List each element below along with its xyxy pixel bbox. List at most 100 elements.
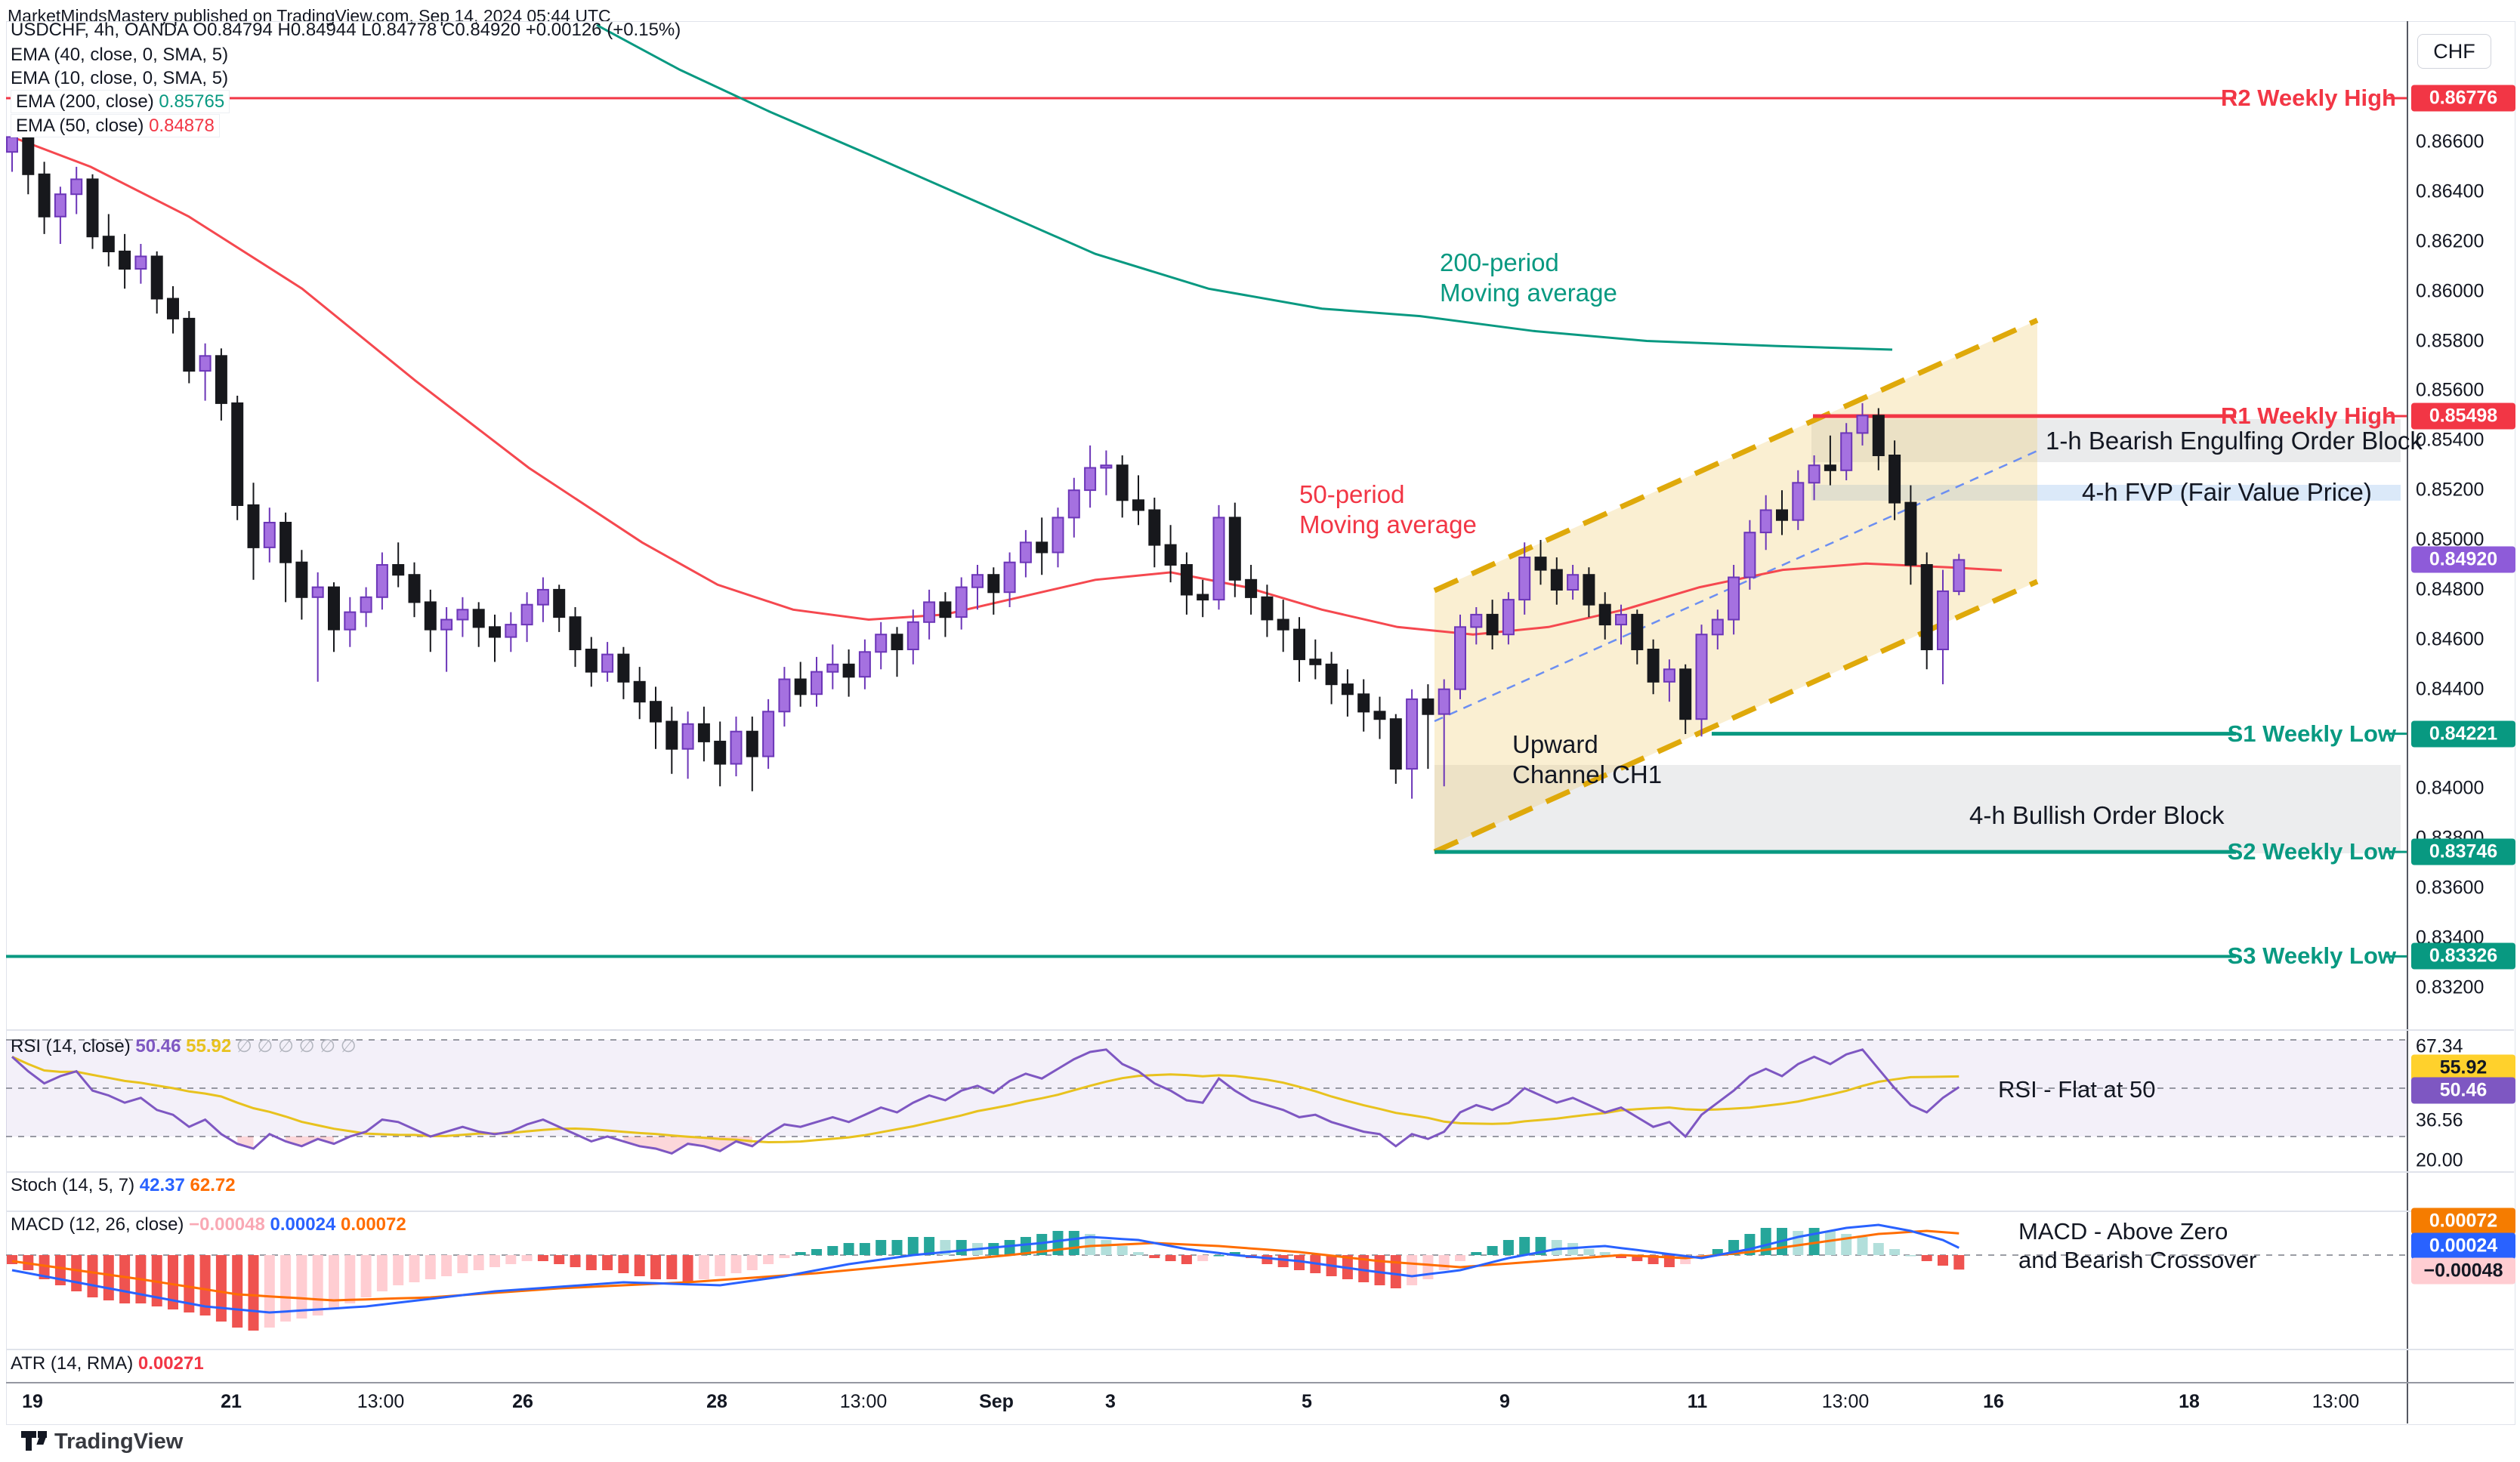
rsi-badge-50.46: 50.46 bbox=[2411, 1077, 2515, 1104]
macd-hist-bar bbox=[698, 1255, 709, 1279]
rsi-empty-marks: ∅ ∅ ∅ ∅ ∅ ∅ bbox=[236, 1036, 357, 1056]
stoch-legend[interactable]: Stoch (14, 5, 7) 42.37 62.72 bbox=[11, 1175, 236, 1195]
macd-hist-bar bbox=[891, 1240, 903, 1255]
macd-hist-bar bbox=[1824, 1231, 1836, 1255]
candle-20 bbox=[328, 582, 340, 652]
channel-upper-line[interactable] bbox=[1433, 317, 2039, 594]
price-badge-0.83326: 0.83326 bbox=[2411, 942, 2515, 970]
macd-hist-bar bbox=[746, 1255, 758, 1270]
macd-hist-bar bbox=[988, 1243, 999, 1255]
separator-stoch-macd bbox=[6, 1211, 2514, 1212]
time-label-16: 16 bbox=[1983, 1391, 2004, 1412]
macd-hist-bar bbox=[570, 1255, 581, 1267]
stoch-k-value: 42.37 bbox=[139, 1175, 185, 1195]
price-tick-0.85200: 0.85200 bbox=[2416, 479, 2484, 501]
candle-18 bbox=[295, 550, 308, 620]
macd-hist-bar bbox=[1036, 1234, 1048, 1255]
macd-hist-bar bbox=[1020, 1237, 1031, 1255]
macd-hist-bar bbox=[376, 1255, 388, 1291]
macd-hist-bar bbox=[296, 1255, 307, 1319]
indicator-legend-ema50[interactable]: EMA (50, close) 0.84878 bbox=[11, 114, 220, 137]
candle-94 bbox=[1518, 542, 1531, 615]
atr-value: 0.00271 bbox=[137, 1353, 204, 1374]
macd-hist-bar bbox=[1374, 1255, 1385, 1285]
rsi-badge-55.92: 55.92 bbox=[2411, 1054, 2515, 1081]
candle-35 bbox=[569, 607, 582, 668]
price-tick-0.83200: 0.83200 bbox=[2416, 976, 2484, 998]
macd-hist-bar bbox=[554, 1255, 565, 1264]
currency-button[interactable]: CHF bbox=[2417, 34, 2491, 69]
indicator-legend-ema10[interactable]: EMA (10, close, 0, SMA, 5) bbox=[11, 68, 229, 88]
symbol-legend[interactable]: USDCHF, 4h, OANDA O0.84794 H0.84944 L0.8… bbox=[11, 20, 681, 40]
time-label-13:00: 13:00 bbox=[2312, 1391, 2360, 1412]
ema200-label: EMA (200, close) bbox=[16, 91, 154, 112]
candle-119 bbox=[1920, 552, 1933, 670]
rsi-tick-67.34: 67.34 bbox=[2416, 1035, 2463, 1056]
rsi-tick-36.56: 36.56 bbox=[2416, 1109, 2463, 1131]
rsi-legend[interactable]: RSI (14, close) 50.46 55.92 ∅ ∅ ∅ ∅ ∅ ∅ bbox=[11, 1036, 357, 1056]
macd-hist-bar bbox=[87, 1255, 98, 1297]
candle-74 bbox=[1197, 579, 1209, 618]
candle-80 bbox=[1293, 617, 1305, 682]
macd-hist-bar bbox=[1438, 1255, 1450, 1270]
candle-79 bbox=[1277, 600, 1289, 652]
candle-106 bbox=[1711, 609, 1724, 649]
tradingview-logo[interactable]: TradingView bbox=[21, 1430, 183, 1454]
candle-81 bbox=[1309, 639, 1322, 680]
candle-52 bbox=[842, 649, 855, 697]
macd-hist-bar bbox=[184, 1255, 195, 1312]
macd-hist-bar bbox=[1471, 1252, 1482, 1255]
candle-16 bbox=[263, 507, 276, 563]
macd-hist-bar bbox=[1116, 1246, 1128, 1255]
price-tick-0.84400: 0.84400 bbox=[2416, 678, 2484, 700]
macd-line bbox=[11, 1223, 1959, 1314]
macd-hist-bar bbox=[1068, 1231, 1079, 1255]
candle-84 bbox=[1357, 679, 1370, 732]
candle-25 bbox=[408, 562, 421, 618]
macd-legend[interactable]: MACD (12, 26, close) −0.00048 0.00024 0.… bbox=[11, 1214, 406, 1235]
candle-112 bbox=[1808, 455, 1821, 501]
tradingview-icon bbox=[21, 1430, 47, 1454]
atr-legend[interactable]: ATR (14, RMA) 0.00271 bbox=[11, 1353, 204, 1374]
candle-23 bbox=[375, 552, 388, 610]
candle-5 bbox=[86, 174, 99, 249]
candle-9 bbox=[150, 251, 163, 314]
candle-7 bbox=[119, 233, 131, 289]
macd-hist-bar bbox=[956, 1240, 967, 1255]
candle-6 bbox=[102, 214, 115, 267]
macd-hist-bar bbox=[1921, 1255, 1932, 1261]
candle-1 bbox=[22, 127, 35, 195]
candle-97 bbox=[1567, 565, 1580, 600]
macd-badge-−0.00048: −0.00048 bbox=[2411, 1257, 2515, 1285]
candle-40 bbox=[650, 686, 662, 749]
macd-hist-bar bbox=[1712, 1249, 1723, 1255]
candle-121 bbox=[1953, 554, 1966, 596]
macd-hist-bar bbox=[1616, 1255, 1626, 1258]
price-tick-0.84000: 0.84000 bbox=[2416, 777, 2484, 799]
candle-38 bbox=[617, 646, 630, 699]
macd-hist-bar bbox=[585, 1255, 597, 1270]
indicator-legend-ema200[interactable]: EMA (200, close) 0.85765 bbox=[11, 90, 230, 113]
macd-hist-bar bbox=[634, 1255, 645, 1276]
macd-hist-bar bbox=[505, 1255, 517, 1264]
macd-hist-bar bbox=[682, 1255, 693, 1282]
candle-90 bbox=[1454, 614, 1466, 699]
time-label-21: 21 bbox=[221, 1391, 242, 1412]
price-tick-0.85800: 0.85800 bbox=[2416, 330, 2484, 351]
candle-3 bbox=[54, 187, 66, 244]
ema200-value: 0.85765 bbox=[159, 91, 225, 112]
macd-hist-bar bbox=[441, 1255, 452, 1276]
price-tick-0.86000: 0.86000 bbox=[2416, 280, 2484, 302]
macd-hist-bar bbox=[489, 1255, 500, 1267]
candle-70 bbox=[1132, 475, 1144, 526]
candle-47 bbox=[762, 699, 775, 770]
indicator-legend-ema40[interactable]: EMA (40, close, 0, SMA, 5) bbox=[11, 45, 229, 65]
candle-51 bbox=[826, 644, 839, 689]
candle-14 bbox=[231, 396, 244, 520]
ema200-line bbox=[596, 23, 1893, 351]
candle-60 bbox=[971, 565, 984, 610]
macd-hist-bar bbox=[1262, 1255, 1273, 1264]
price-badge-0.84221: 0.84221 bbox=[2411, 720, 2515, 748]
candle-93 bbox=[1502, 592, 1515, 645]
